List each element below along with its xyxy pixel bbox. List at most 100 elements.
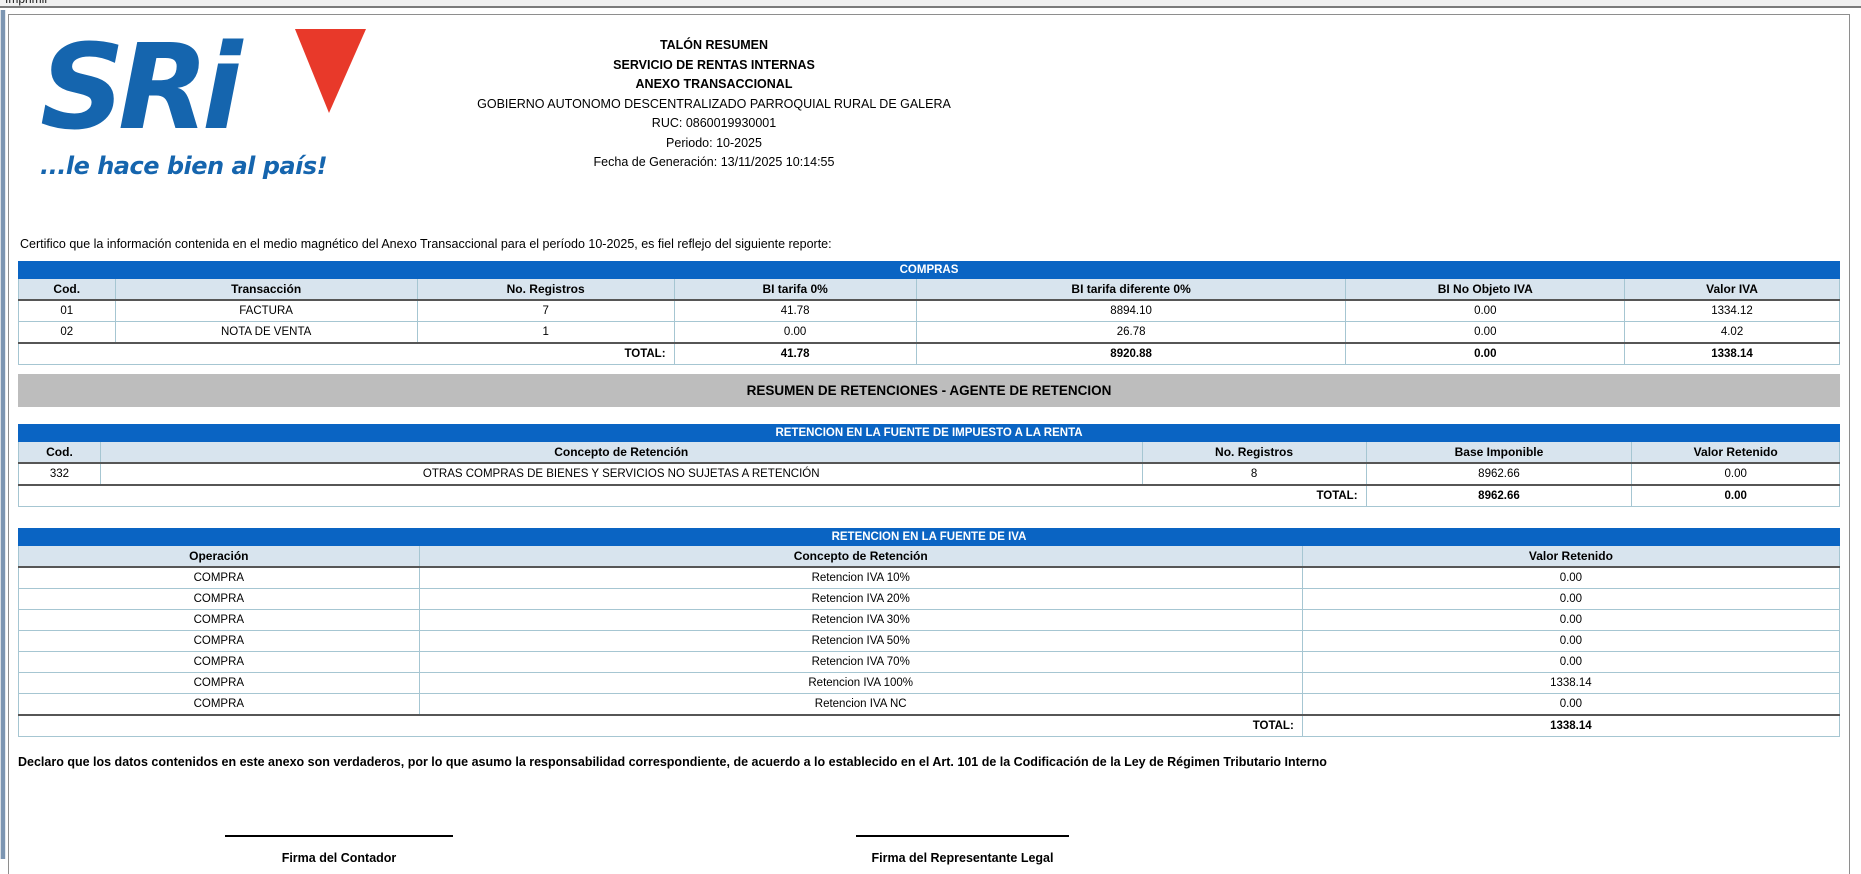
column-header: Cod.	[18, 278, 116, 301]
table-row: COMPRA Retencion IVA 20% 0.00	[18, 588, 1841, 610]
compras-table-body: COMPRAS Cod. Transacción No. Registros BI ta…	[18, 261, 1840, 365]
table-cell: 1338.14	[1301, 672, 1841, 694]
column-header: Operación	[18, 545, 420, 568]
table-cell: Retencion IVA 70%	[418, 651, 1303, 673]
table-header-row: Operación Concepto de Retención Valor Rete…	[18, 545, 1841, 568]
table-cell: COMPRA	[18, 630, 420, 652]
column-header: Concepto de Retención	[99, 441, 1143, 464]
table-row: COMPRA Retencion IVA NC 0.00	[18, 693, 1841, 716]
report-title: TALÓN RESUMEN	[659, 38, 769, 52]
table-cell: Retencion IVA 30%	[418, 609, 1303, 631]
table-cell: 1334.12	[1624, 299, 1840, 322]
representante-signature-line	[856, 835, 1069, 837]
table-row: COMPRA Retencion IVA 50% 0.00	[18, 630, 1841, 652]
table-cell: FACTURA	[114, 299, 418, 322]
print-button[interactable]: Imprimir	[5, 0, 48, 6]
column-header: Concepto de Retención	[418, 545, 1303, 568]
total-value: 8962.66	[1365, 484, 1633, 507]
table-total-row: TOTAL: 8962.66 0.00	[18, 484, 1840, 507]
table-cell: COMPRA	[18, 588, 420, 610]
table-cell: 4.02	[1624, 321, 1840, 344]
table-cell: 41.78	[673, 299, 917, 322]
table-cell: 02	[18, 321, 116, 344]
total-label: TOTAL:	[18, 484, 1367, 507]
annex-type: ANEXO TRANSACCIONAL	[635, 77, 793, 91]
table-cell: 0.00	[1301, 609, 1841, 631]
report-header: SRi ...le hace bien al país! TALÓN RESUM…	[18, 27, 1840, 185]
table-cell: COMPRA	[18, 609, 420, 631]
table-title-row: RETENCION EN LA FUENTE DE IVA	[18, 528, 1840, 546]
table-cell: Retencion IVA 50%	[418, 630, 1303, 652]
table-row: 02 NOTA DE VENTA 1 0.00 26.78 0.00 4.02	[18, 321, 1840, 344]
table-cell: 0.00	[1631, 462, 1840, 486]
table-cell: 01	[18, 299, 116, 322]
certification-text: Certifico que la información contenida e…	[20, 237, 832, 251]
contador-signature-block: Firma del Contador	[225, 835, 453, 865]
column-header: Transacción	[114, 278, 418, 301]
table-cell: 0.00	[1301, 566, 1841, 589]
declaration-text: Declaro que los datos contenidos en este…	[18, 755, 1327, 769]
table-cell: 0.00	[1345, 299, 1626, 322]
table-cell: 0.00	[1301, 630, 1841, 652]
table-total-row: TOTAL: 1338.14	[18, 714, 1841, 737]
retencion-renta-table: RETENCION EN LA FUENTE DE IMPUESTO A LA …	[18, 424, 1840, 507]
table-cell: 0.00	[1301, 588, 1841, 610]
table-cell: OTRAS COMPRAS DE BIENES Y SERVICIOS NO S…	[99, 462, 1143, 486]
table-title-row: RETENCION EN LA FUENTE DE IMPUESTO A LA …	[18, 424, 1840, 442]
column-header: No. Registros	[416, 278, 675, 301]
table-cell: Retencion IVA 20%	[418, 588, 1303, 610]
column-header: Valor Retenido	[1631, 441, 1840, 464]
table-cell: Retencion IVA 100%	[418, 672, 1303, 694]
total-value: 0.00	[1345, 342, 1626, 365]
signature-area: Firma del Contador Firma del Representan…	[18, 835, 1840, 865]
table-title: RETENCION EN LA FUENTE DE IMPUESTO A LA …	[18, 424, 1840, 442]
table-cell: 0.00	[673, 321, 917, 344]
table-header-row: Cod. Concepto de Retención No. Registros Ba…	[18, 441, 1840, 464]
table-row: COMPRA Retencion IVA 100% 1338.14	[18, 672, 1841, 694]
column-header: BI No Objeto IVA	[1345, 278, 1626, 301]
table-title: COMPRAS	[18, 261, 1840, 279]
table-cell: 0.00	[1345, 321, 1626, 344]
table-cell: COMPRA	[18, 566, 420, 589]
contador-signature-line	[225, 835, 453, 837]
table-cell: 8	[1141, 462, 1367, 486]
taxpayer-name: GOBIERNO AUTONOMO DESCENTRALIZADO PARROQ…	[477, 96, 951, 111]
total-label: TOTAL:	[18, 714, 1303, 737]
table-cell: COMPRA	[18, 693, 420, 716]
column-header: No. Registros	[1141, 441, 1367, 464]
column-header: BI tarifa diferente 0%	[915, 278, 1347, 301]
total-value: 0.00	[1631, 484, 1840, 507]
table-cell: 0.00	[1301, 693, 1841, 716]
table-row: 01 FACTURA 7 41.78 8894.10 0.00 1334.12	[18, 299, 1840, 322]
generation-date: Fecha de Generación: 13/11/2025 10:14:55	[593, 155, 835, 169]
table-cell: 26.78	[915, 321, 1347, 344]
sri-logo-text: SRi	[40, 18, 242, 156]
table-row: COMPRA Retencion IVA 30% 0.00	[18, 609, 1841, 631]
table-total-row: TOTAL: 41.78 8920.88 0.00 1338.14	[18, 342, 1840, 365]
table-cell: COMPRA	[18, 651, 420, 673]
sri-logo-tagline: ...le hace bien al país!	[40, 152, 328, 181]
total-value: 41.78	[673, 342, 917, 365]
retenciones-section-bar: RESUMEN DE RETENCIONES - AGENTE DE RETEN…	[18, 374, 1840, 407]
total-label: TOTAL:	[18, 342, 675, 365]
ruc-number: RUC: 0860019930001	[651, 116, 777, 130]
document-page: SRi ...le hace bien al país! TALÓN RESUM…	[8, 14, 1850, 874]
representante-signature-block: Firma del Representante Legal	[856, 835, 1069, 865]
iva-table-body: RETENCION EN LA FUENTE DE IVA Operación Co…	[18, 528, 1841, 737]
table-cell: 332	[18, 462, 101, 486]
table-cell: Retencion IVA NC	[418, 693, 1303, 716]
column-header: Valor IVA	[1624, 278, 1840, 301]
representante-signature-label: Firma del Representante Legal	[871, 851, 1054, 865]
total-value: 1338.14	[1301, 714, 1841, 737]
table-cell: 7	[416, 299, 675, 322]
renta-table-body: RETENCION EN LA FUENTE DE IMPUESTO A LA …	[18, 424, 1840, 507]
table-row: COMPRA Retencion IVA 10% 0.00	[18, 566, 1841, 589]
column-header: Cod.	[18, 441, 101, 464]
window-edge	[0, 10, 6, 859]
table-header-row: Cod. Transacción No. Registros BI tarifa 0%…	[18, 278, 1840, 301]
total-value: 8920.88	[915, 342, 1347, 365]
browser-toolbar: Imprimir	[0, 0, 1861, 8]
table-row: 332 OTRAS COMPRAS DE BIENES Y SERVICIOS N…	[18, 462, 1840, 486]
report-title-block: TALÓN RESUMEN SERVICIO DE RENTAS INTERNA…	[340, 27, 1088, 185]
sri-logo: SRi ...le hace bien al país!	[40, 18, 366, 185]
